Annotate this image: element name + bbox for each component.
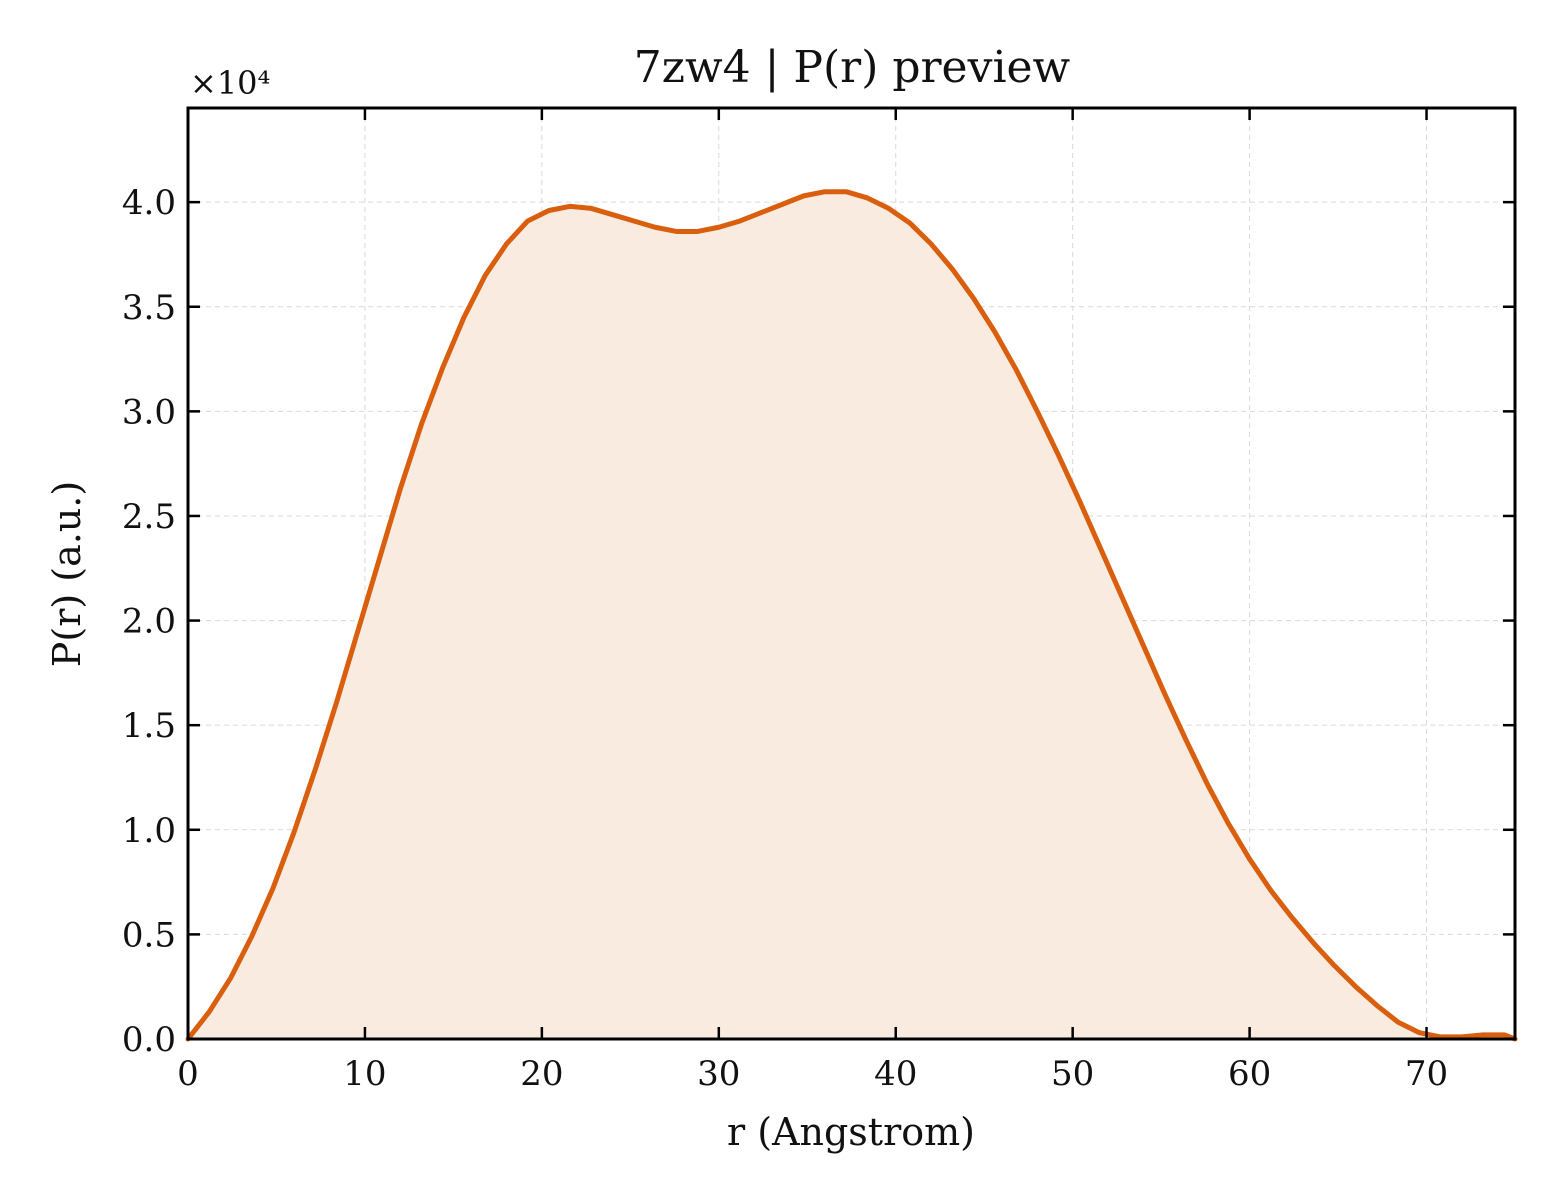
y-tick-label: 0.5 [122,915,176,955]
y-tick-label: 1.0 [122,811,176,851]
y-tick-label: 0.0 [122,1020,176,1060]
y-tick-label: 2.0 [122,602,176,642]
x-tick-label: 60 [1228,1054,1271,1094]
chart-title: 7zw4 | P(r) preview [634,42,1071,93]
ticks: 0 10 20 30 40 50 60 70 0.0 0.5 1.0 1.5 2.0 2.5 3.0 3.5 4… [122,108,1515,1094]
axes [186,106,1517,1041]
y-tick-label: 4.0 [122,183,176,223]
y-tick-label: 3.5 [122,288,176,328]
y-axis-label: P(r) (a.u.) [45,481,89,667]
x-tick-label: 70 [1405,1054,1448,1094]
y-tick-label: 2.5 [122,497,176,537]
y-offset-label: ×10⁴ [190,64,270,102]
y-tick-label: 3.0 [122,392,176,432]
series-line [185,189,1518,1042]
series-area-fill [188,191,1515,1039]
y-tick-label: 1.5 [122,706,176,746]
x-tick-label: 40 [874,1054,917,1094]
x-tick-label: 0 [177,1054,199,1094]
x-axis-label: r (Angstrom) [727,1110,975,1154]
data-layer [185,189,1518,1042]
plot-frame [186,106,1517,1041]
x-tick-label: 20 [520,1054,563,1094]
x-tick-label: 30 [697,1054,740,1094]
x-tick-label: 10 [343,1054,386,1094]
x-tick-label: 50 [1051,1054,1094,1094]
